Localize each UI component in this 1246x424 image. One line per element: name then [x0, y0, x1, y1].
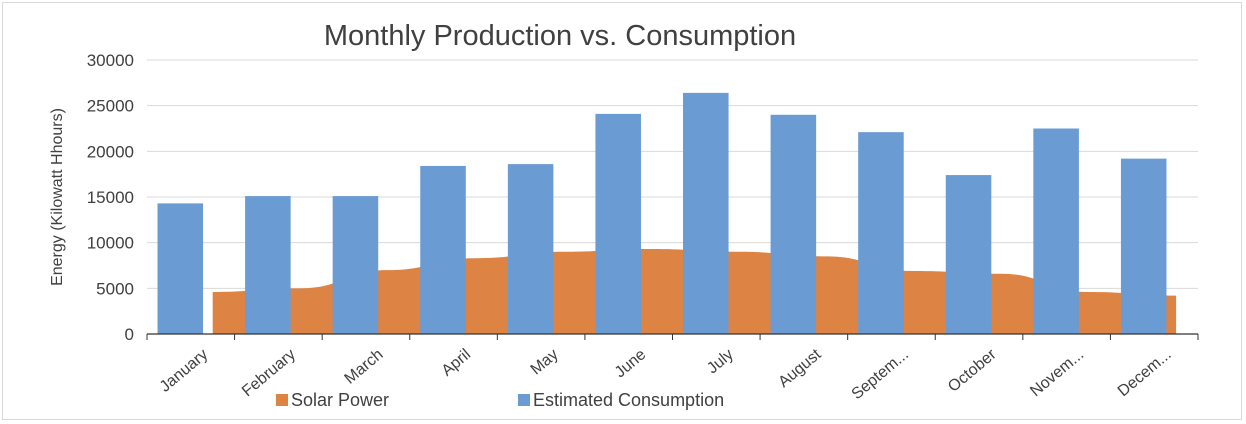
x-tick-label: April: [439, 346, 474, 380]
legend-label-solar-power: Solar Power: [291, 390, 389, 410]
legend: Solar Power Estimated Consumption: [276, 390, 724, 410]
y-tick-label: 30000: [87, 51, 134, 70]
consumption-bar-6: [595, 113, 641, 335]
x-tick-label: August: [775, 346, 825, 391]
consumption-bar-10: [945, 175, 992, 334]
consumption-bar-7: [683, 92, 729, 334]
legend-swatch-estimated-consumption: [518, 394, 530, 406]
y-tick-label: 20000: [87, 142, 134, 161]
y-tick-label: 25000: [87, 97, 134, 116]
x-tick-label: May: [528, 346, 562, 378]
x-tick-label: Septem...: [849, 346, 912, 403]
y-axis-label: Energy (Kilowatt Hhours): [49, 108, 66, 286]
consumption-bar-8: [770, 114, 817, 334]
consumption-bar-1: [157, 203, 204, 334]
legend-label-estimated-consumption: Estimated Consumption: [533, 390, 724, 410]
x-tick-label: Decem...: [1115, 346, 1175, 400]
legend-swatch-solar-power: [276, 394, 288, 406]
consumption-bar-4: [420, 165, 466, 334]
consumption-bar-3: [332, 196, 379, 334]
consumption-bar-11: [1033, 128, 1079, 334]
y-tick-label: 10000: [87, 234, 134, 253]
consumption-bar-5: [507, 164, 554, 334]
chart-title: Monthly Production vs. Consumption: [324, 20, 796, 52]
y-tick-label: 0: [125, 325, 134, 344]
y-tick-labels: 0 5000 10000 15000 20000 25000 30000: [87, 51, 134, 344]
x-tick-label: June: [612, 346, 650, 381]
axes: [146, 333, 1199, 340]
y-tick-label: 15000: [87, 188, 134, 207]
x-tick-label: July: [704, 346, 737, 377]
x-tick-label: February: [239, 346, 299, 400]
consumption-bar-2: [245, 196, 291, 334]
x-tick-label: Novem...: [1027, 346, 1087, 400]
y-tick-label: 5000: [96, 279, 134, 298]
x-tick-label: January: [157, 346, 212, 396]
consumption-bar-9: [858, 132, 904, 334]
x-tick-label: March: [342, 346, 387, 388]
consumption-bar-12: [1120, 158, 1167, 334]
x-tick-label: October: [945, 346, 1000, 396]
consumption-bars: [157, 92, 1167, 335]
